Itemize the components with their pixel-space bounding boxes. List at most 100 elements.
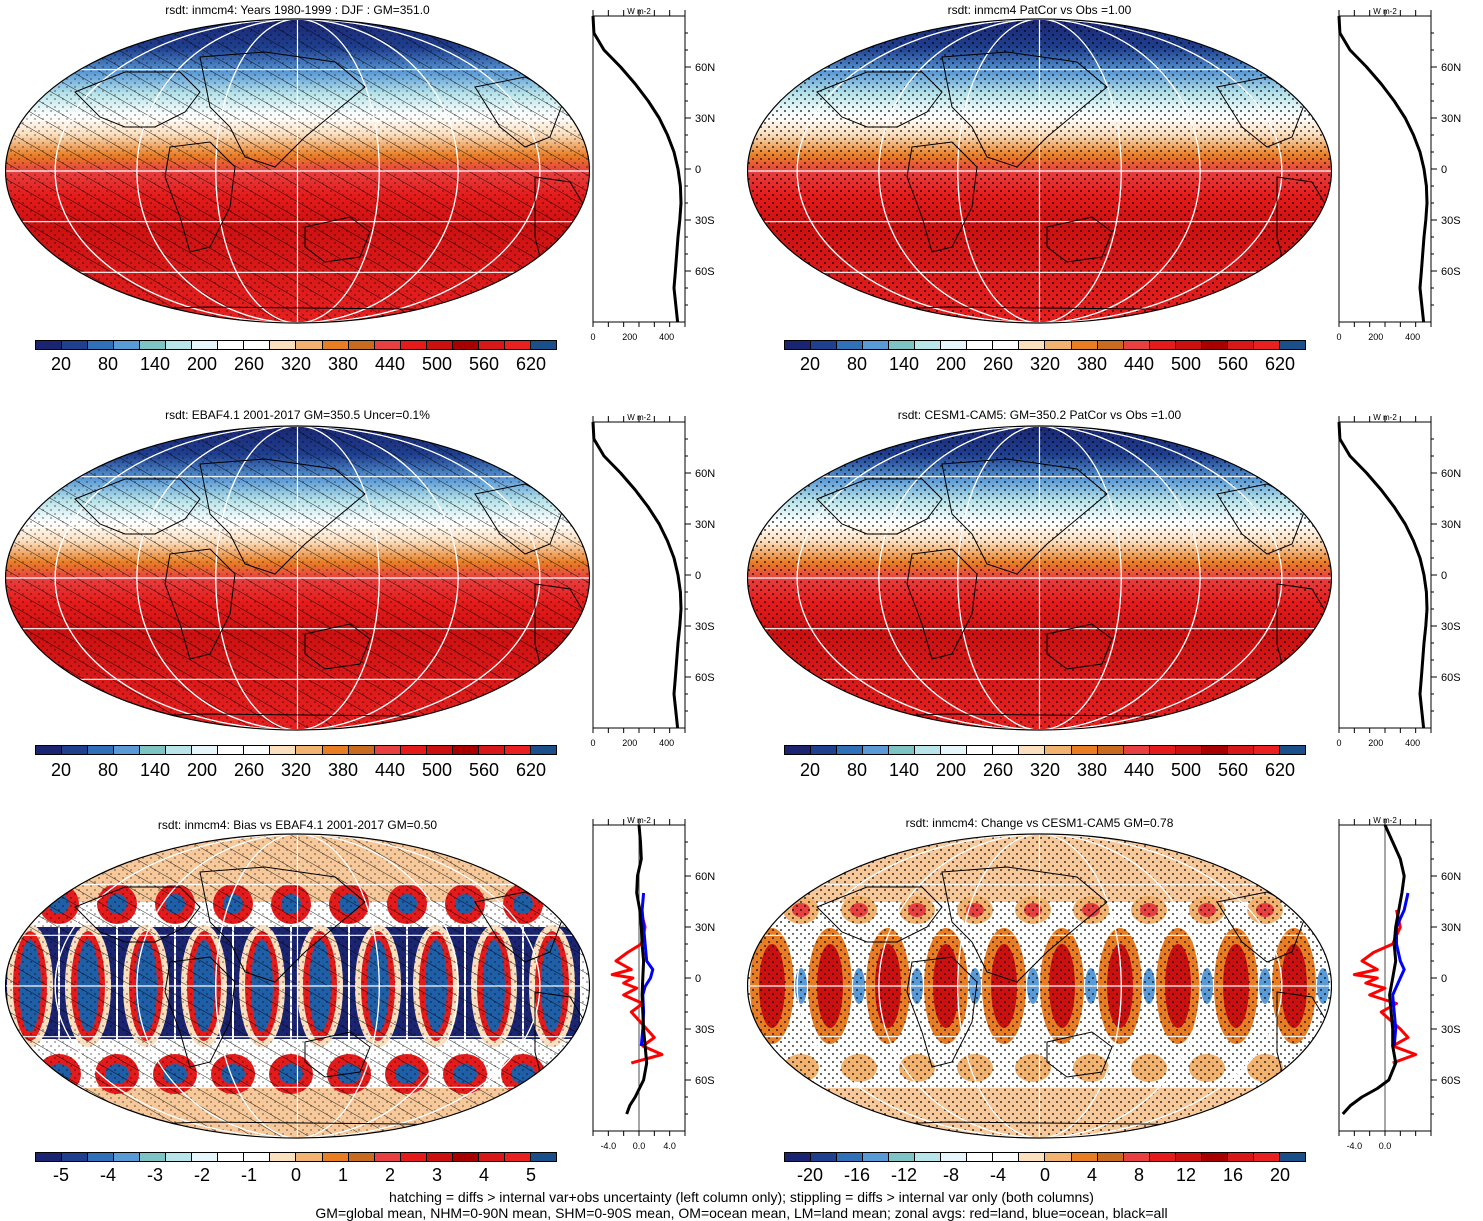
zonal-y-tick-label: 30S bbox=[695, 1024, 715, 1036]
colorbar-swatch bbox=[1019, 1153, 1046, 1161]
coastline bbox=[906, 141, 978, 253]
colorbar-swatch bbox=[1149, 1153, 1176, 1161]
colorbar-tick-label: -3 bbox=[146, 1165, 164, 1185]
colorbar-swatch bbox=[1175, 746, 1202, 754]
colorbar-tick-label: 440 bbox=[374, 760, 406, 780]
colorbar-swatch bbox=[296, 341, 323, 349]
panel-title: rsdt: inmcm4: Change vs CESM1-CAM5 GM=0.… bbox=[905, 816, 1174, 830]
colorbar-swatch bbox=[889, 746, 916, 754]
colorbar-swatch bbox=[1227, 341, 1254, 349]
colorbar-swatch bbox=[452, 1153, 479, 1161]
colorbar-swatch bbox=[1149, 341, 1176, 349]
zonal-units: W m-2 bbox=[627, 413, 651, 422]
colorbar-tick-label: 80 bbox=[846, 354, 868, 374]
coastline bbox=[74, 886, 201, 943]
colorbar-swatch bbox=[1253, 746, 1280, 754]
colorbar-tick-label: 16 bbox=[1222, 1165, 1244, 1185]
colorbar-tick-label: 200 bbox=[935, 760, 967, 780]
colorbar-swatch bbox=[1253, 341, 1280, 349]
colorbar-swatch bbox=[863, 746, 890, 754]
colorbar-swatch bbox=[140, 341, 167, 349]
colorbar-tick-label: 440 bbox=[1123, 354, 1155, 374]
panel-title: rsdt: inmcm4: Bias vs EBAF4.1 2001-2017 … bbox=[157, 818, 438, 832]
colorbar-swatch bbox=[811, 341, 838, 349]
coastline bbox=[1216, 483, 1308, 555]
colorbar-swatch bbox=[348, 341, 375, 349]
coastline bbox=[1046, 1031, 1113, 1078]
zonal-frame bbox=[1338, 15, 1432, 323]
zonal-series-all bbox=[591, 15, 683, 323]
colorbar-swatch bbox=[114, 1153, 141, 1161]
colorbar-tick-label: 20 bbox=[50, 760, 72, 780]
zonal-y-tick-label: 30S bbox=[1441, 1024, 1461, 1036]
colorbar-swatch bbox=[993, 1153, 1020, 1161]
zonal-y-tick-label: 30N bbox=[1441, 113, 1461, 125]
coastline bbox=[304, 216, 371, 263]
colorbar-swatch bbox=[941, 1153, 968, 1161]
colorbar-swatch bbox=[426, 746, 453, 754]
map-panel bbox=[747, 18, 1332, 324]
coastline bbox=[816, 478, 943, 535]
colorbar-swatch bbox=[889, 341, 916, 349]
colorbar-swatch bbox=[400, 746, 427, 754]
colorbar-tick-label: 2 bbox=[384, 1165, 396, 1185]
panel-title: rsdt: inmcm4 PatCor vs Obs =1.00 bbox=[947, 3, 1132, 17]
zonal-y-tick-label: 30N bbox=[695, 519, 715, 531]
colorbar-tick-label: -1 bbox=[240, 1165, 258, 1185]
colorbar-swatch bbox=[452, 341, 479, 349]
zonal-x-tick-label: 200 bbox=[1368, 738, 1383, 748]
zonal-y-tick-label: 60N bbox=[1441, 468, 1461, 480]
colorbar-swatch bbox=[322, 746, 349, 754]
zonal-x-tick-label: 0 bbox=[590, 738, 595, 748]
zonal-frame bbox=[592, 421, 686, 729]
colorbar-swatch bbox=[114, 746, 141, 754]
colorbar-swatch bbox=[1123, 1153, 1150, 1161]
colorbar-swatch bbox=[530, 746, 556, 754]
colorbar-tick-label: 380 bbox=[327, 760, 359, 780]
zonal-x-tick-label: 200 bbox=[1368, 332, 1383, 342]
colorbar-tick-label: 80 bbox=[846, 760, 868, 780]
zonal-y-tick-label: 60N bbox=[1441, 62, 1461, 74]
zonal-x-tick-label: 200 bbox=[622, 738, 637, 748]
colorbar-swatch bbox=[785, 746, 812, 754]
colorbar-tick-label: -4 bbox=[989, 1165, 1007, 1185]
zonal-x-tick-label: 400 bbox=[1405, 332, 1420, 342]
coastline bbox=[941, 51, 1108, 168]
colorbar-swatch bbox=[1045, 1153, 1072, 1161]
longitude-line bbox=[136, 426, 459, 730]
colorbar-tick-label: 20 bbox=[799, 760, 821, 780]
colorbar-swatch bbox=[1019, 746, 1046, 754]
zonal-mean-plot: W m-2 0 200 400 60N 30N 0 30S 60S bbox=[1336, 7, 1461, 342]
colorbar-swatch bbox=[1201, 341, 1228, 349]
colorbar-tick-label: -8 bbox=[942, 1165, 960, 1185]
colorbar-swatch bbox=[889, 1153, 916, 1161]
colorbar-tick-label: 260 bbox=[233, 760, 265, 780]
anomaly-blob bbox=[1305, 896, 1332, 924]
colorbar-swatch bbox=[915, 1153, 942, 1161]
colorbar-tick-label: -5 bbox=[52, 1165, 70, 1185]
zonal-x-tick-label: 0.0 bbox=[1379, 1141, 1392, 1151]
zonal-x-tick-label: 200 bbox=[622, 332, 637, 342]
colorbar bbox=[35, 1152, 557, 1162]
colorbar-swatch bbox=[1045, 341, 1072, 349]
zonal-y-tick-label: 60S bbox=[1441, 672, 1461, 684]
colorbar-swatch bbox=[530, 341, 556, 349]
colorbar-swatch bbox=[114, 341, 141, 349]
zonal-y-tick-label: 60S bbox=[695, 672, 715, 684]
colorbar-swatch bbox=[374, 341, 401, 349]
colorbar-swatch bbox=[863, 341, 890, 349]
colorbar-tick-label: 320 bbox=[1029, 354, 1061, 374]
map-panel bbox=[5, 18, 590, 324]
colorbar-swatch bbox=[88, 341, 115, 349]
colorbar-swatch bbox=[1201, 1153, 1228, 1161]
colorbar-swatch bbox=[218, 1153, 245, 1161]
colorbar-tick-label: -4 bbox=[99, 1165, 117, 1185]
zonal-y-tick-label: 30N bbox=[695, 922, 715, 934]
colorbar-swatch bbox=[863, 1153, 890, 1161]
colorbar-tick-label: 320 bbox=[1029, 760, 1061, 780]
zonal-y-tick-label: 0 bbox=[1441, 570, 1447, 582]
colorbar-tick-label: 140 bbox=[888, 760, 920, 780]
coastline bbox=[74, 71, 201, 128]
colorbar-swatch bbox=[36, 746, 63, 754]
